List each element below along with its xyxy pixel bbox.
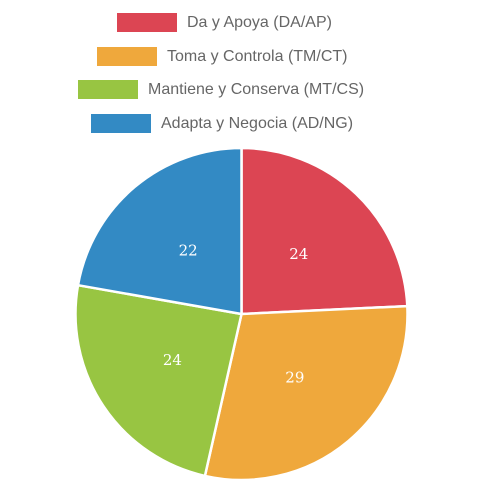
pie-slice-ad-ng[interactable] [76,146,243,316]
legend-item-mt-cs[interactable]: Mantiene y Conserva (MT/CS) [78,80,364,99]
pie-slice-mt-cs[interactable] [74,283,243,478]
legend-item-ad-ng[interactable]: Adapta y Negocia (AD/NG) [91,114,353,133]
pie-slice-value-mt-cs: 24 [163,351,182,369]
legend-label-da-ap: Da y Apoya (DA/AP) [187,14,332,31]
pie-slice-value-tm-ct: 29 [285,369,304,387]
legend-swatch-ad-ng [91,114,151,133]
legend-item-tm-ct[interactable]: Toma y Controla (TM/CT) [97,47,347,66]
pie-slice-value-ad-ng: 22 [179,241,198,259]
legend-swatch-tm-ct [97,47,157,66]
legend-swatch-da-ap [117,13,177,32]
pie-slice-value-da-ap: 24 [289,245,308,263]
legend-label-tm-ct: Toma y Controla (TM/CT) [167,48,348,65]
legend-label-ad-ng: Adapta y Negocia (AD/NG) [161,115,354,132]
legend-item-da-ap[interactable]: Da y Apoya (DA/AP) [117,13,332,32]
legend-label-mt-cs: Mantiene y Conserva (MT/CS) [148,81,365,98]
pie-slice-tm-ct[interactable] [203,304,409,482]
legend-swatch-mt-cs [78,80,138,99]
pie-slice-da-ap[interactable] [240,146,409,316]
